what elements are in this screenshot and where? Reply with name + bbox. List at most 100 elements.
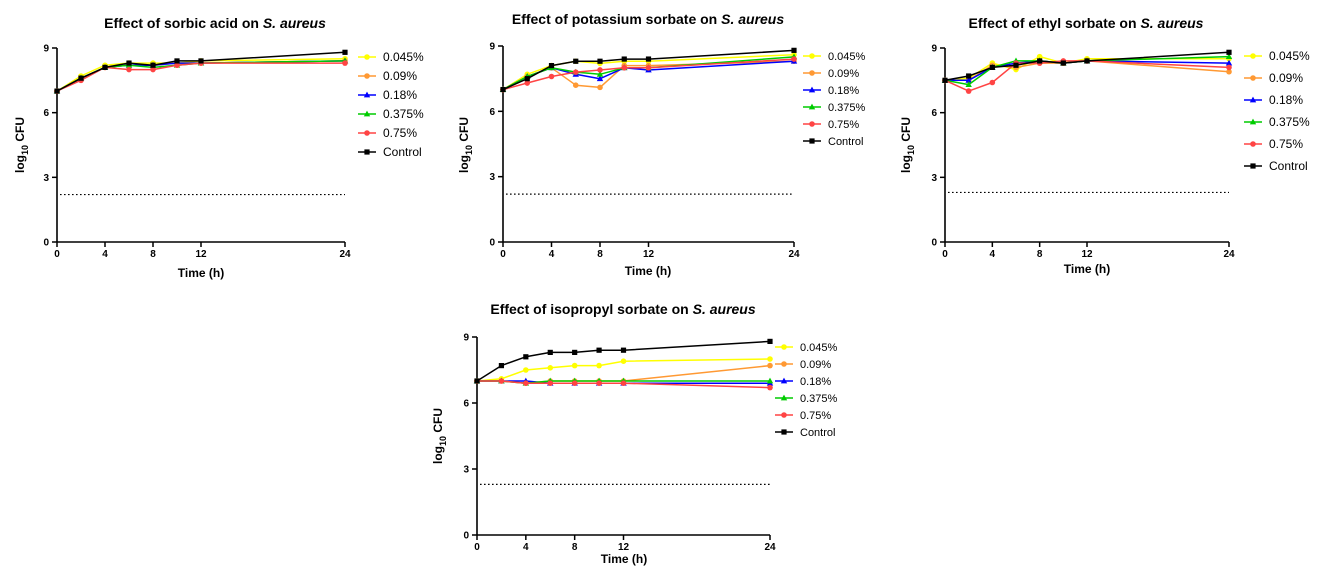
- series-line: [56, 62, 345, 92]
- x-tick-label: 4: [549, 249, 555, 260]
- data-point: [965, 88, 972, 94]
- data-point: [791, 47, 797, 53]
- series-line: [476, 340, 771, 382]
- data-point: [524, 80, 531, 86]
- y-tick-label: 6: [43, 108, 49, 119]
- x-tick-label: 24: [788, 249, 800, 260]
- data-point: [523, 380, 529, 387]
- legend-item-0-045: 0.045%: [1244, 49, 1310, 63]
- data-point: [547, 380, 554, 387]
- data-point: [597, 84, 603, 91]
- data-point: [620, 347, 627, 353]
- legend-label: 0.09%: [800, 359, 831, 371]
- legend: 0.045% 0.09% 0.18% 0.375% 0.75% Control: [1244, 49, 1310, 173]
- y-tick-label: 3: [931, 173, 937, 184]
- data-point: [1226, 64, 1232, 71]
- legend-marker: [781, 429, 787, 435]
- legend-item-0-75: 0.75%: [803, 119, 859, 131]
- legend-label: 0.18%: [828, 85, 859, 97]
- legend-item-0-09: 0.09%: [775, 359, 831, 371]
- data-point: [1225, 53, 1233, 60]
- plot-area: 0 3 6 9 0 4 8 12 24: [931, 44, 1235, 261]
- data-point: [989, 79, 996, 86]
- chart-title: Effect of potassium sorbate on S. aureus: [512, 11, 784, 27]
- data-point: [54, 88, 60, 94]
- data-point: [573, 58, 579, 64]
- y-tick-label: 3: [43, 173, 49, 184]
- series-line: [476, 358, 771, 382]
- data-point: [597, 67, 603, 73]
- y-tick-label: 3: [489, 172, 495, 183]
- data-point: [548, 63, 555, 69]
- legend-label: 0.75%: [828, 119, 859, 131]
- legend-marker: [809, 53, 815, 59]
- x-tick-label: 12: [1081, 249, 1093, 260]
- legend-item-0-375: 0.375%: [1244, 115, 1310, 129]
- y-tick-label: 6: [489, 107, 495, 118]
- chart-title: Effect of sorbic acid on S. aureus: [104, 15, 326, 31]
- series-0-75: [474, 378, 773, 391]
- series-line: [502, 58, 795, 91]
- data-point: [126, 60, 132, 66]
- legend-marker: [364, 73, 370, 79]
- legend-label: 0.045%: [800, 342, 838, 354]
- x-axis-title: Time (h): [625, 264, 671, 278]
- legend-marker: [809, 70, 815, 76]
- legend-marker: [781, 412, 787, 418]
- chart-title: Effect of ethyl sorbate on S. aureus: [969, 15, 1204, 31]
- legend-marker: [809, 121, 815, 127]
- legend-marker: [781, 344, 787, 350]
- y-tick-label: 9: [463, 333, 469, 344]
- data-point: [78, 75, 84, 81]
- y-tick-label: 0: [931, 238, 937, 249]
- legend-item-control: Control: [775, 427, 835, 439]
- plot-area: 0 3 6 9 0 4 8 12 24: [489, 42, 800, 261]
- legend-item-0-18: 0.18%: [358, 88, 417, 102]
- legend-item-control: Control: [803, 136, 863, 148]
- series-line: [502, 49, 795, 91]
- data-point: [1037, 58, 1043, 64]
- legend-item-control: Control: [358, 145, 422, 159]
- legend-item-0-75: 0.75%: [1244, 137, 1303, 151]
- legend-item-0-045: 0.045%: [803, 51, 866, 63]
- data-point: [572, 69, 579, 75]
- legend-item-0-09: 0.09%: [803, 68, 859, 80]
- data-point: [620, 358, 627, 365]
- series-0-75: [54, 60, 348, 94]
- data-point: [547, 349, 553, 355]
- data-point: [523, 367, 529, 373]
- data-point: [620, 380, 627, 387]
- legend-item-control: Control: [1244, 159, 1308, 173]
- data-point: [645, 56, 652, 62]
- series-control: [474, 338, 773, 384]
- data-point: [1225, 59, 1233, 66]
- data-point: [342, 49, 348, 55]
- x-tick-label: 0: [942, 249, 948, 260]
- legend-marker: [1250, 53, 1256, 59]
- data-point: [1036, 53, 1043, 60]
- data-point: [767, 356, 773, 362]
- data-point: [498, 363, 505, 369]
- y-axis-title: log10 CFU: [13, 117, 30, 173]
- data-point: [126, 66, 132, 73]
- x-tick-label: 24: [339, 249, 351, 260]
- data-point: [596, 362, 602, 369]
- data-point: [548, 73, 555, 80]
- data-point: [596, 75, 604, 82]
- legend-marker: [780, 377, 788, 384]
- x-tick-label: 0: [500, 249, 506, 260]
- x-tick-label: 4: [523, 542, 529, 553]
- x-tick-label: 8: [150, 249, 156, 260]
- series-line: [477, 380, 771, 389]
- data-point: [767, 338, 773, 344]
- legend-item-0-375: 0.375%: [775, 393, 838, 405]
- legend: 0.045% 0.09% 0.18% 0.375% 0.75% Control: [358, 50, 424, 159]
- legend-label: 0.75%: [1269, 137, 1303, 151]
- series-line: [56, 51, 346, 92]
- legend-label: 0.375%: [1269, 115, 1310, 129]
- legend-label: 0.75%: [383, 126, 417, 140]
- series-line: [944, 51, 1230, 82]
- legend-item-0-09: 0.09%: [358, 69, 417, 83]
- data-point: [965, 76, 972, 83]
- data-point: [572, 349, 578, 355]
